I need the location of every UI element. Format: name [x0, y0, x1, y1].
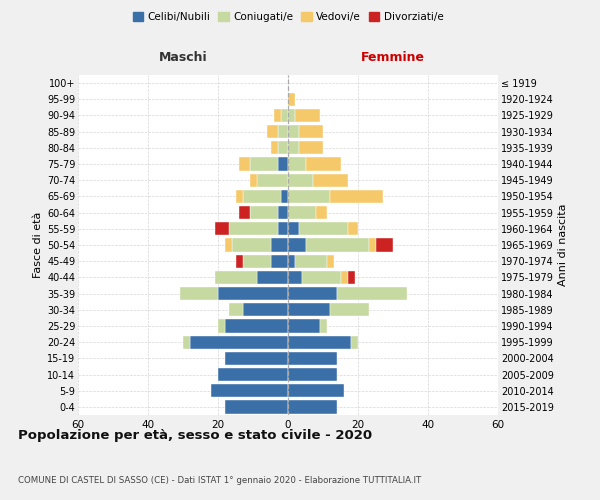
Bar: [295, 109, 320, 122]
Bar: [250, 174, 257, 187]
Bar: [305, 158, 341, 170]
Bar: [242, 190, 281, 203]
Bar: [281, 190, 288, 203]
Text: Maschi: Maschi: [158, 52, 208, 64]
Y-axis label: Anni di nascita: Anni di nascita: [558, 204, 568, 286]
Bar: [288, 303, 330, 316]
Bar: [271, 141, 277, 154]
Bar: [229, 222, 277, 235]
Text: Popolazione per età, sesso e stato civile - 2020: Popolazione per età, sesso e stato civil…: [18, 430, 372, 442]
Bar: [277, 206, 288, 220]
Bar: [341, 270, 347, 284]
Bar: [225, 238, 232, 252]
Bar: [330, 190, 383, 203]
Bar: [257, 270, 288, 284]
Bar: [288, 320, 320, 332]
Bar: [250, 206, 277, 220]
Bar: [288, 368, 337, 381]
Bar: [288, 254, 295, 268]
Bar: [326, 254, 334, 268]
Bar: [211, 384, 288, 398]
Bar: [277, 158, 288, 170]
Bar: [225, 352, 288, 365]
Bar: [313, 174, 347, 187]
Bar: [215, 222, 229, 235]
Bar: [288, 206, 316, 220]
Bar: [316, 206, 326, 220]
Bar: [274, 109, 281, 122]
Bar: [277, 222, 288, 235]
Bar: [376, 238, 393, 252]
Bar: [305, 238, 368, 252]
Bar: [368, 238, 376, 252]
Bar: [347, 270, 355, 284]
Bar: [295, 254, 326, 268]
Bar: [288, 238, 305, 252]
Bar: [242, 303, 288, 316]
Y-axis label: Fasce di età: Fasce di età: [32, 212, 43, 278]
Bar: [229, 303, 242, 316]
Bar: [347, 222, 358, 235]
Legend: Celibi/Nubili, Coniugati/e, Vedovi/e, Divorziati/e: Celibi/Nubili, Coniugati/e, Vedovi/e, Di…: [128, 8, 448, 26]
Bar: [225, 400, 288, 413]
Bar: [288, 400, 337, 413]
Bar: [330, 303, 368, 316]
Bar: [183, 336, 190, 349]
Bar: [179, 287, 218, 300]
Bar: [320, 320, 326, 332]
Bar: [288, 141, 299, 154]
Bar: [277, 125, 288, 138]
Bar: [257, 174, 288, 187]
Bar: [288, 109, 295, 122]
Bar: [271, 238, 288, 252]
Bar: [299, 125, 323, 138]
Bar: [218, 368, 288, 381]
Bar: [250, 158, 277, 170]
Bar: [299, 141, 323, 154]
Bar: [288, 190, 330, 203]
Bar: [302, 270, 341, 284]
Bar: [288, 222, 299, 235]
Bar: [288, 125, 299, 138]
Bar: [288, 384, 344, 398]
Bar: [288, 92, 295, 106]
Bar: [239, 206, 250, 220]
Bar: [277, 141, 288, 154]
Bar: [288, 174, 313, 187]
Bar: [299, 222, 347, 235]
Bar: [235, 254, 242, 268]
Bar: [235, 190, 242, 203]
Bar: [218, 287, 288, 300]
Bar: [239, 158, 250, 170]
Bar: [267, 125, 277, 138]
Bar: [271, 254, 288, 268]
Text: COMUNE DI CASTEL DI SASSO (CE) - Dati ISTAT 1° gennaio 2020 - Elaborazione TUTTI: COMUNE DI CASTEL DI SASSO (CE) - Dati IS…: [18, 476, 421, 485]
Bar: [225, 320, 288, 332]
Bar: [281, 109, 288, 122]
Bar: [232, 238, 271, 252]
Bar: [337, 287, 407, 300]
Bar: [215, 270, 257, 284]
Bar: [288, 287, 337, 300]
Bar: [242, 254, 271, 268]
Bar: [288, 336, 351, 349]
Bar: [288, 158, 305, 170]
Bar: [288, 352, 337, 365]
Bar: [218, 320, 225, 332]
Bar: [288, 270, 302, 284]
Bar: [190, 336, 288, 349]
Bar: [351, 336, 358, 349]
Text: Femmine: Femmine: [361, 52, 425, 64]
